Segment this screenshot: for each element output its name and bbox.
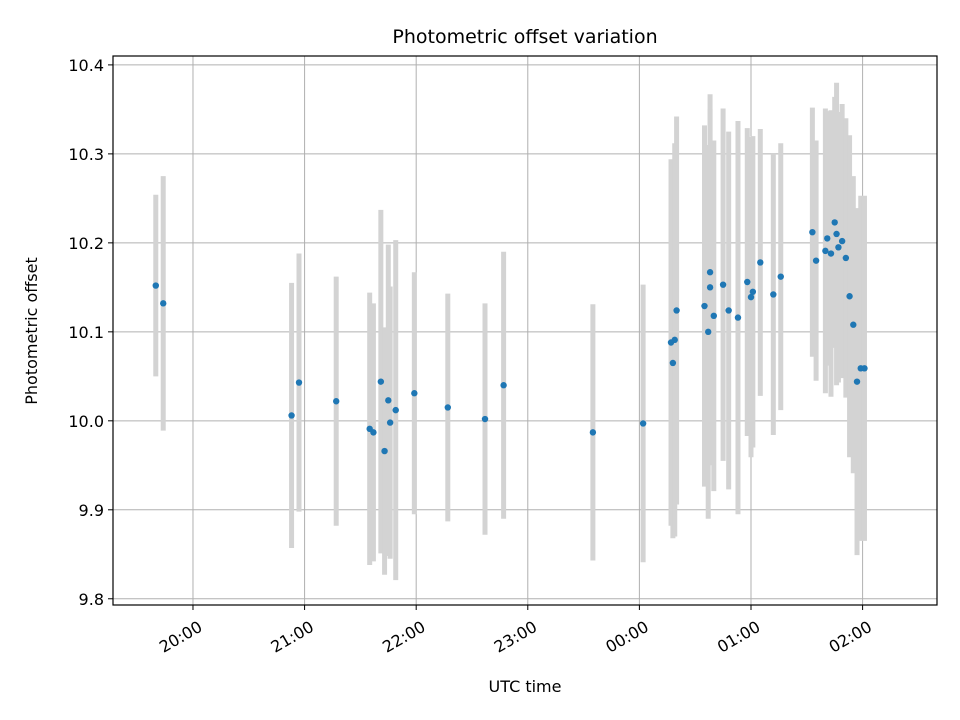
data-point — [152, 282, 159, 289]
data-point — [747, 293, 755, 301]
data-point — [706, 269, 714, 276]
data-point — [481, 415, 489, 423]
data-point — [295, 379, 303, 386]
data-point — [392, 406, 399, 414]
y-axis-label: Photometric offset — [22, 257, 41, 405]
data-point — [809, 228, 816, 236]
data-point — [701, 302, 708, 310]
data-point — [853, 378, 861, 385]
data-point — [444, 404, 452, 411]
data-point — [838, 237, 846, 245]
data-point — [744, 278, 751, 286]
y-tick-label: 10.4 — [68, 56, 104, 75]
data-point — [333, 398, 340, 405]
data-point — [831, 219, 838, 226]
y-tick-label: 10.3 — [68, 145, 104, 164]
data-point — [386, 419, 394, 426]
data-point — [850, 321, 857, 328]
data-points — [152, 219, 868, 455]
data-point — [710, 312, 717, 320]
data-point — [725, 307, 732, 314]
data-point — [370, 429, 377, 436]
data-point — [833, 230, 840, 238]
data-point — [749, 288, 757, 295]
data-point — [381, 447, 388, 455]
data-point — [288, 412, 295, 419]
data-point — [639, 420, 647, 427]
data-point — [734, 314, 742, 321]
data-point — [719, 281, 727, 288]
data-point — [385, 397, 392, 404]
data-point — [705, 328, 712, 336]
data-point — [671, 336, 678, 344]
y-tick-label: 9.9 — [79, 501, 104, 520]
data-point — [706, 284, 714, 291]
data-point — [822, 247, 829, 255]
data-point — [377, 378, 385, 385]
data-point — [589, 429, 597, 436]
x-axis-label: UTC time — [489, 677, 562, 696]
data-point — [160, 300, 167, 307]
data-point — [777, 273, 784, 280]
chart-title: Photometric offset variation — [392, 26, 657, 48]
y-tick-label: 10.0 — [68, 412, 104, 431]
data-point — [770, 291, 777, 298]
y-tick-label: 9.8 — [79, 590, 104, 609]
data-point — [669, 359, 677, 367]
data-point — [500, 382, 507, 389]
y-tick-label: 10.1 — [68, 323, 104, 342]
y-tick-label: 10.2 — [68, 234, 104, 253]
data-point — [846, 293, 853, 300]
data-point — [861, 365, 868, 372]
data-point — [673, 307, 680, 314]
y-axis-ticks: 9.8 9.9 10.0 10.1 10.2 10.3 10.4 — [68, 56, 113, 609]
data-point — [824, 235, 831, 242]
plot-frame — [112, 55, 938, 606]
data-point — [812, 257, 820, 264]
data-point — [827, 250, 835, 257]
data-point — [842, 254, 850, 262]
data-point — [411, 390, 418, 397]
data-point — [757, 259, 764, 266]
data-point — [835, 244, 842, 251]
